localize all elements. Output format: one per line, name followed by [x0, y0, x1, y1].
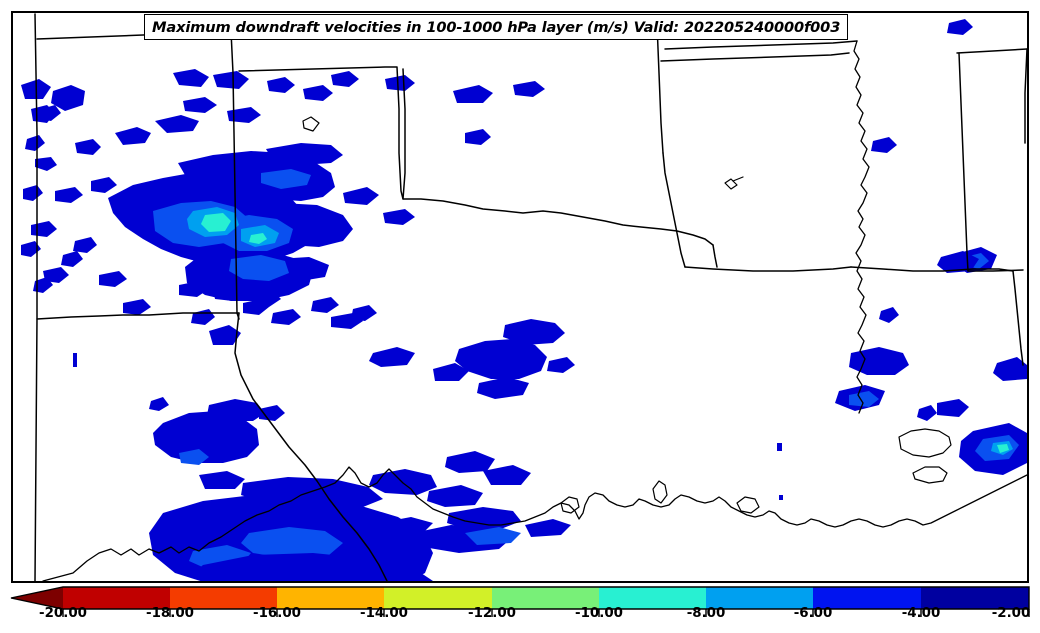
colorbar-segments	[63, 587, 1029, 609]
colorbar-canvas	[10, 586, 1030, 617]
texas-panhandle-west	[230, 30, 240, 320]
colorbar-segment-1	[170, 587, 277, 609]
plot-title-text: Maximum downdraft velocities in 100-1000…	[152, 18, 841, 36]
louisiana-lakes	[898, 428, 952, 458]
colorbar-ticks	[62, 609, 1030, 617]
colorbar-tick-label: -18.00	[146, 606, 194, 621]
colorbar-segment-3	[384, 587, 492, 609]
arkansas-river-mark2	[732, 176, 744, 182]
matagorda-bay	[560, 496, 580, 514]
colorbar-tick-label: -8.00	[686, 606, 726, 621]
colorbar: -20.00 -18.00 -16.00 -14.00 -12.00 -10.0…	[0, 583, 1040, 633]
nm-tx-diagonal	[234, 312, 388, 581]
panhandle-lake	[302, 116, 320, 132]
colorbar-segment-4	[492, 587, 599, 609]
colorbar-tick-label: -12.00	[468, 606, 516, 621]
arkansas-ok-vert	[712, 244, 718, 268]
colorbar-tick-label: -4.00	[901, 606, 941, 621]
louisiana-east	[1012, 270, 1024, 366]
oklahoma-east	[402, 68, 406, 200]
lake-pontchartrain	[912, 466, 948, 484]
arkansas-north	[664, 40, 858, 50]
arkansas-north2	[660, 52, 850, 62]
map-plot-area	[11, 11, 1029, 583]
west-texas-cells	[191, 281, 377, 345]
political-boundaries	[34, 13, 1027, 581]
ms-al-border	[958, 52, 969, 272]
louisiana-north	[850, 266, 1014, 272]
colorbar-tick-label: -6.00	[793, 606, 833, 621]
nm-tx-south-border	[36, 312, 240, 320]
colorbar-tick-label: -20.00	[39, 606, 87, 621]
mississippi-river	[853, 40, 870, 414]
map-canvas	[21, 13, 1027, 581]
al-fl-line	[967, 269, 1024, 272]
new-mexico-border	[34, 13, 38, 581]
colorbar-segment-5	[599, 587, 706, 609]
colorbar-segment-6	[706, 587, 813, 609]
kansas-ok-vert	[656, 23, 664, 154]
coastal-bend-cells	[191, 507, 571, 581]
galveston-bay	[652, 480, 668, 504]
oklahoma-border	[238, 66, 714, 246]
colorbar-segment-2	[277, 587, 384, 609]
new-mexico-cells	[21, 79, 83, 367]
colorbar-extend-min	[11, 587, 63, 609]
arkansas-west	[662, 152, 686, 268]
colorbar-tick-label: -2.00	[991, 606, 1031, 621]
tennessee-line	[956, 48, 1027, 54]
colorbar-tick-label: -14.00	[360, 606, 408, 621]
panhandle-cluster	[31, 69, 545, 315]
big-bend-cluster	[149, 397, 285, 465]
corpus-bay	[736, 496, 760, 514]
downdraft-velocity-field	[21, 19, 1027, 581]
gulf-coastline	[42, 466, 1027, 581]
alabama-east	[1024, 48, 1027, 144]
colorbar-tick-label: -10.00	[575, 606, 623, 621]
colorbar-segment-0	[63, 587, 170, 609]
colorbar-segment-8	[921, 587, 1029, 609]
louisiana-cells	[777, 247, 1027, 500]
arkansas-south	[684, 266, 852, 272]
upper-right-cells	[947, 19, 973, 35]
colorbar-segment-7	[813, 587, 921, 609]
colorbar-outline	[10, 586, 1030, 610]
arkansas-river-mark	[724, 178, 738, 190]
central-texas-cells	[331, 313, 575, 399]
plot-title-box: Maximum downdraft velocities in 100-1000…	[144, 14, 849, 40]
colorbar-tick-label: -16.00	[253, 606, 301, 621]
